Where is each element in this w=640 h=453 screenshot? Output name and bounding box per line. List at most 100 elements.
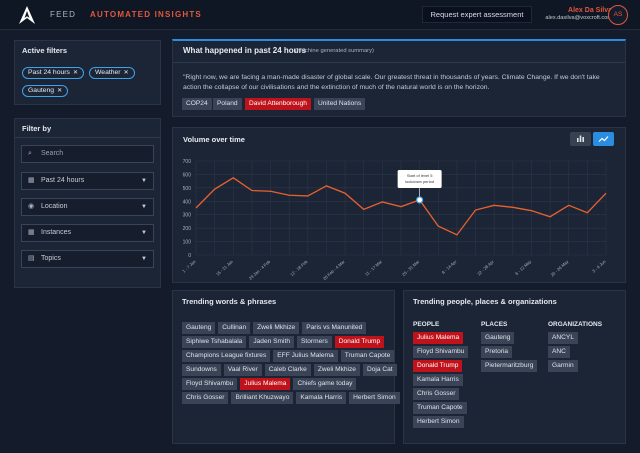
calendar-icon: ▦ [28,229,35,236]
people-tag[interactable]: Truman Capote [413,402,467,414]
people-tag[interactable]: Donald Trump [413,360,463,372]
places-tag[interactable]: Pretoria [481,346,513,358]
time-select-value: Past 24 hours [41,177,85,184]
trending-words-title: Trending words & phrases [182,297,277,306]
trending-word-tag[interactable]: Gauteng [182,322,216,334]
caret-down-icon: ▼ [141,204,147,210]
people-heading: PEOPLE [413,321,440,328]
instances-select[interactable]: ▦ Instances ▼ [21,224,154,242]
trending-word-tag[interactable]: Chris Gosser [182,392,229,404]
divider [172,62,626,63]
trending-word-tag[interactable]: Stormers [297,336,332,348]
trending-word-tag[interactable]: Champions League fixtures [182,350,271,362]
document-icon: ▤ [28,255,35,262]
divider [14,137,161,138]
tag-row: Gauteng Cullinan Zweli Mkhize Paris vs Manu… [182,322,367,334]
location-select-value: Location [41,203,68,210]
location-select[interactable]: ◉ Location ▼ [21,198,154,216]
bar-chart-icon [577,135,584,142]
trending-word-tag[interactable]: Zweli Mkhize [313,364,360,376]
topics-select[interactable]: ▤ Topics ▼ [21,250,154,268]
filter-chip-label: Gauteng [28,87,55,94]
nav-feed[interactable]: FEED [50,10,77,19]
organizations-tag[interactable]: ANC [548,346,570,358]
trending-word-tag[interactable]: Vaal River [223,364,262,376]
filter-chip-label: Weather [95,69,121,76]
line-chart-toggle[interactable] [593,132,614,146]
calendar-icon: ▦ [28,177,35,184]
trending-word-tag[interactable]: Sundowns [182,364,221,376]
people-tag[interactable]: Floyd Shivambu [413,346,469,358]
trending-word-tag[interactable]: Julius Malema [240,378,291,390]
location-pin-icon: ◉ [28,203,35,210]
trending-word-tag[interactable]: Brilliant Khuzwayo [231,392,294,404]
trending-word-tag[interactable]: Siphiwe Tshabalala [182,336,247,348]
trending-word-tag[interactable]: Zweli Mkhize [253,322,300,334]
filter-by-title: Filter by [22,124,52,133]
people-tag[interactable]: Julius Malema [413,332,464,344]
user-email: alex.dasilva@voxcroft.com [545,15,612,21]
people-tag[interactable]: Chris Gosser [413,388,460,400]
trending-word-tag[interactable]: Chiefs game today [293,378,357,390]
user-name: Alex Da Silva [568,7,612,14]
active-filters-title: Active filters [22,46,68,55]
people-tag[interactable]: Herbert Simon [413,416,464,428]
trending-word-tag[interactable]: Floyd Shivambu [182,378,238,390]
organizations-heading: ORGANIZATIONS [548,321,603,328]
filter-chip-gauteng[interactable]: Gauteng ✕ [22,85,69,97]
tag-row: Sundowns Vaal River Caleb Clarke Zweli Mkhi… [182,364,397,376]
search-input[interactable]: ⌕ Search [21,145,154,163]
trending-word-tag[interactable]: EFF Julius Malema [273,350,338,362]
summary-title: What happened in past 24 hours [183,46,307,55]
instances-select-value: Instances [41,229,71,236]
filter-chip-weather[interactable]: Weather ✕ [89,67,135,79]
volume-title: Volume over time [183,135,245,144]
close-icon[interactable]: ✕ [57,88,63,94]
trending-entities-title: Trending people, places & organizations [413,297,557,306]
volume-panel [172,127,626,283]
app-logo-icon[interactable] [18,5,36,25]
trending-word-tag[interactable]: Herbert Simon [349,392,400,404]
summary-quote: "Right now, we are facing a man-made dis… [183,74,600,91]
places-heading: PLACES [481,321,508,328]
close-icon[interactable]: ✕ [72,70,78,76]
people-tag[interactable]: Kamala Harris [413,374,463,386]
trending-word-tag[interactable]: Cullinan [218,322,251,334]
trending-word-tag[interactable]: Donald Trump [334,336,385,348]
filter-chip-label: Past 24 hours [28,69,70,76]
organizations-tag[interactable]: Garmin [548,360,578,372]
trending-word-tag[interactable]: Jaden Smith [249,336,294,348]
avatar[interactable]: AS [608,5,628,25]
caret-down-icon: ▼ [141,230,147,236]
line-chart-icon [598,136,609,142]
bar-chart-toggle[interactable] [570,132,591,146]
trending-word-tag[interactable]: Kamala Harris [296,392,347,404]
summary-tag[interactable]: United Nations [314,98,366,110]
summary-tag[interactable]: Poland [213,98,242,110]
summary-tag[interactable]: David Attenborough [245,98,311,110]
caret-down-icon: ▼ [141,178,147,184]
top-bar: FEED AUTOMATED INSIGHTS Request expert a… [0,0,640,30]
search-icon: ⌕ [28,150,32,157]
trending-word-tag[interactable]: Caleb Clarke [264,364,311,376]
tag-row: Floyd Shivambu Julius Malema Chiefs game t… [182,378,357,390]
topics-select-value: Topics [41,255,61,262]
tag-row: Siphiwe Tshabalala Jaden Smith Stormers Don… [182,336,385,348]
caret-down-icon: ▼ [141,256,147,262]
request-expert-assessment-button[interactable]: Request expert assessment [422,6,532,23]
close-icon[interactable]: ✕ [123,70,129,76]
filter-chip-time[interactable]: Past 24 hours ✕ [22,67,84,79]
summary-tag[interactable]: COP24 [182,98,212,110]
organizations-tag[interactable]: ANCYL [548,332,578,344]
places-tag[interactable]: Pietermaritzburg [481,360,538,372]
summary-subtitle: (Machine generated summary) [295,48,374,54]
search-placeholder: Search [41,150,64,157]
nav-automated-insights[interactable]: AUTOMATED INSIGHTS [90,10,202,19]
trending-word-tag[interactable]: Doja Cat [362,364,397,376]
tag-row: Champions League fixtures EFF Julius Male… [182,350,395,362]
trending-word-tag[interactable]: Truman Capote [340,350,395,362]
tag-row: Chris Gosser Brilliant Khuzwayo Kamala Har… [182,392,400,404]
places-tag[interactable]: Gauteng [481,332,515,344]
trending-word-tag[interactable]: Paris vs Manunited [302,322,367,334]
time-select[interactable]: ▦ Past 24 hours ▼ [21,172,154,190]
